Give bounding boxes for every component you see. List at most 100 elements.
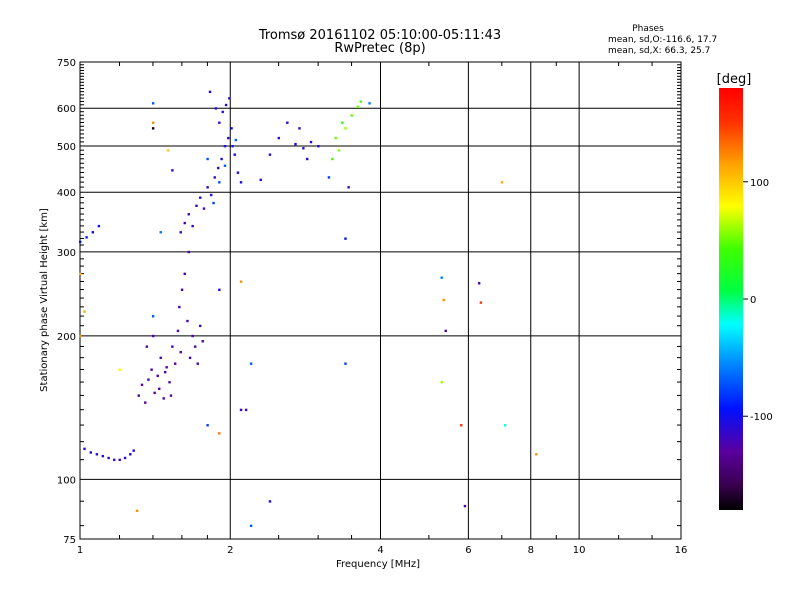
- data-point: [183, 272, 186, 276]
- data-point: [477, 282, 481, 285]
- data-point: [85, 236, 88, 239]
- data-point: [159, 231, 162, 234]
- data-point: [179, 350, 182, 354]
- data-point: [277, 136, 281, 140]
- data-point: [123, 456, 127, 460]
- data-point: [344, 127, 347, 130]
- y-tick-label: 300: [57, 248, 76, 259]
- data-point: [150, 368, 153, 371]
- data-point: [83, 447, 86, 451]
- x-tick-label: 1: [77, 545, 83, 556]
- minor-ticks: [80, 62, 681, 539]
- data-point: [500, 181, 504, 184]
- y-tick-label: 100: [57, 475, 76, 486]
- data-point: [153, 391, 156, 395]
- data-point: [236, 171, 240, 174]
- data-point: [156, 374, 159, 378]
- data-point: [234, 138, 238, 142]
- data-point: [206, 424, 209, 427]
- data-point: [216, 166, 220, 170]
- data-point: [201, 340, 204, 343]
- data-point: [173, 362, 177, 365]
- phases-heading: Phases: [632, 24, 664, 34]
- data-point: [460, 424, 463, 427]
- x-tick-label: 16: [675, 545, 688, 556]
- data-point: [187, 213, 190, 216]
- data-point: [224, 103, 228, 107]
- data-point: [249, 362, 253, 365]
- data-point: [137, 394, 140, 397]
- data-point: [440, 381, 443, 384]
- x-tick-labels: 1 2 4 6 8 10 16: [77, 545, 688, 556]
- data-point: [233, 153, 236, 156]
- data-point: [218, 288, 221, 291]
- chart-title: Tromsø 20161102 05:10:00-05:11:43: [258, 28, 501, 43]
- data-point: [195, 204, 198, 207]
- data-point: [294, 142, 297, 146]
- data-point: [350, 114, 353, 117]
- data-point: [535, 453, 538, 456]
- data-point: [151, 334, 155, 338]
- colorbar: [719, 88, 743, 510]
- data-point: [89, 451, 92, 454]
- y-tick-label: 400: [57, 188, 76, 199]
- data-point: [213, 176, 216, 179]
- data-point: [286, 121, 289, 124]
- data-point: [186, 319, 189, 323]
- data-point: [231, 144, 234, 148]
- data-point: [168, 381, 171, 384]
- data-point: [199, 196, 202, 199]
- data-point: [228, 97, 231, 100]
- data-point: [145, 345, 149, 348]
- data-point: [218, 121, 221, 124]
- x-tick-label: 6: [465, 545, 471, 556]
- data-point: [503, 424, 507, 427]
- x-axis-label: Frequency [MHz]: [336, 559, 420, 570]
- data-point: [218, 181, 221, 184]
- data-point: [302, 147, 305, 150]
- data-point: [356, 105, 360, 108]
- data-point: [151, 315, 155, 318]
- phases-o-stats: mean, sd,O:-116.6, 17.7: [608, 35, 717, 45]
- data-point: [188, 356, 192, 360]
- data-point: [440, 276, 443, 279]
- data-point: [227, 136, 230, 140]
- data-point: [169, 394, 173, 397]
- data-point: [344, 237, 347, 240]
- data-point: [83, 310, 86, 313]
- y-tick-label: 75: [63, 535, 76, 546]
- data-point: [144, 401, 147, 404]
- colorbar-tick-label: 100: [750, 178, 769, 189]
- x-tick-label: 4: [377, 545, 383, 556]
- data-point: [331, 157, 334, 161]
- colorbar-unit-label: [deg]: [717, 72, 752, 87]
- colorbar-tick-label: -100: [750, 412, 773, 423]
- data-point: [178, 305, 181, 309]
- y-tick-label: 500: [57, 142, 76, 153]
- data-point: [317, 144, 320, 148]
- data-point: [479, 301, 483, 304]
- data-point: [344, 362, 347, 365]
- data-point: [180, 288, 184, 291]
- data-point: [191, 224, 194, 228]
- data-point: [135, 509, 139, 513]
- data-point: [95, 453, 99, 456]
- data-point: [347, 186, 350, 189]
- y-tick-label: 750: [57, 58, 76, 69]
- data-point: [239, 280, 243, 283]
- data-point: [166, 149, 170, 152]
- data-point: [151, 127, 155, 130]
- data-point: [223, 164, 227, 167]
- data-point: [163, 370, 167, 374]
- data-point: [179, 231, 182, 234]
- data-point: [444, 329, 447, 333]
- data-point: [162, 397, 165, 400]
- data-point: [463, 504, 467, 508]
- data-point: [129, 453, 132, 456]
- data-point: [118, 368, 121, 371]
- data-point: [442, 298, 445, 302]
- x-tick-label: 10: [573, 545, 586, 556]
- data-point: [151, 121, 155, 124]
- data-point: [171, 169, 174, 172]
